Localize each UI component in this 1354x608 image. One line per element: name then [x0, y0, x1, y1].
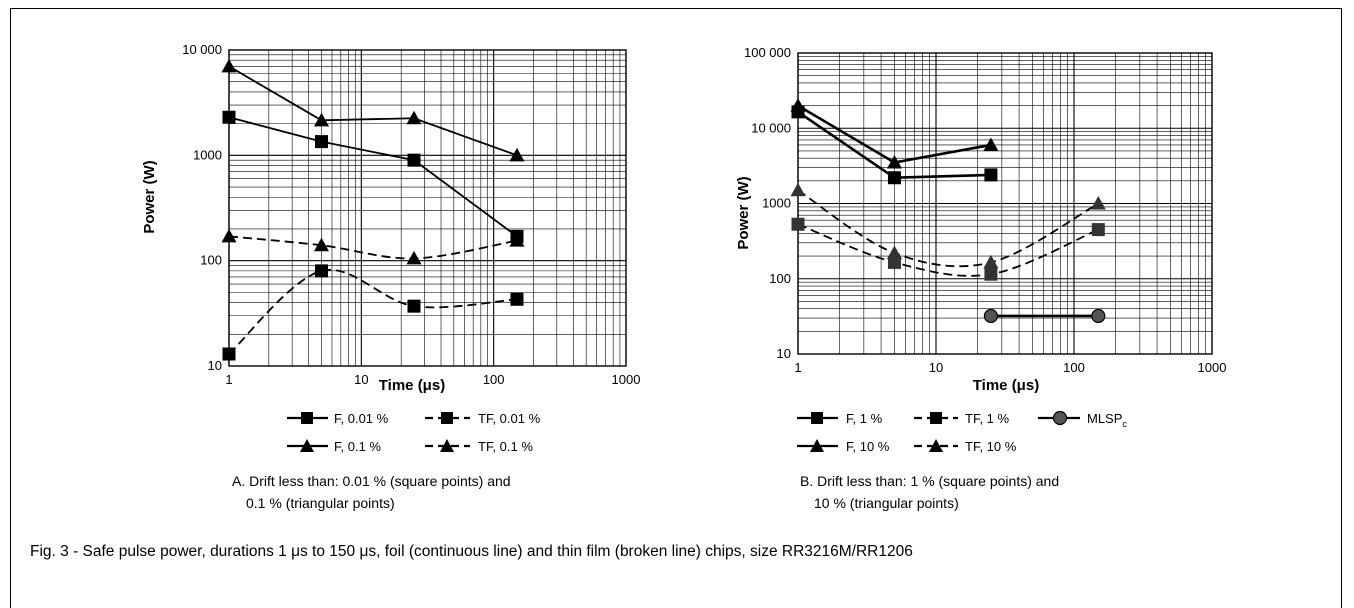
chart-b-legend: F, 1 % TF, 1 % MLSPc F, 10 % TF, 10 % — [797, 410, 1127, 454]
legend-label-tf-0-1: TF, 0.1 % — [478, 439, 533, 454]
point-tf-1 — [887, 255, 901, 269]
point-tf-1 — [791, 217, 805, 231]
point-f-0-1 — [221, 58, 237, 73]
point-tf-0-1 — [313, 237, 329, 252]
x-tick-label: 1000 — [612, 372, 641, 387]
legend-item-tf-0-01: TF, 0.01 % — [425, 411, 541, 426]
point-f-10 — [886, 155, 902, 169]
point-f-10 — [983, 137, 999, 151]
chart-a-lines — [228, 65, 518, 355]
y-tick-label: 100 — [769, 271, 791, 286]
chart-a-caption-line1: A. Drift less than: 0.01 % (square point… — [232, 473, 511, 489]
x-tick-label: 1000 — [1198, 360, 1227, 375]
point-mlsp — [983, 308, 999, 324]
x-tick-label: 1 — [225, 372, 232, 387]
point-tf-0-1 — [509, 233, 525, 247]
chart-b-grid — [797, 52, 1213, 355]
point-f-0-1 — [406, 110, 422, 125]
legend-item-tf-1: TF, 1 % — [914, 411, 1010, 426]
y-tick-label: 10 — [777, 346, 791, 361]
point-f-0-01 — [222, 110, 236, 124]
plot-border — [228, 49, 627, 367]
point-mlsp — [1091, 308, 1106, 324]
point-tf-10 — [1090, 196, 1106, 210]
figure-frame — [10, 8, 1342, 608]
point-tf-0-1 — [406, 250, 422, 265]
x-tick-label: 10 — [929, 360, 943, 375]
point-tf-0-01 — [314, 264, 328, 278]
x-tick-label: 100 — [483, 372, 505, 387]
series-line-tf-0-01 — [228, 268, 518, 355]
point-tf-0-01 — [510, 292, 524, 306]
point-tf-1 — [1091, 223, 1105, 237]
legend-item-f-0-01: F, 0.01 % — [287, 411, 389, 426]
y-tick-label: 100 000 — [744, 45, 791, 60]
legend-label-mlsp-sub: c — [1122, 419, 1127, 429]
figure-caption: Fig. 3 - Safe pulse power, durations 1 μ… — [30, 543, 913, 560]
y-tick-label: 1000 — [193, 147, 222, 162]
chart-a-ylabel: Power (W) — [141, 160, 158, 233]
legend-label-f-10: F, 10 % — [846, 439, 890, 454]
point-tf-0-01 — [222, 347, 236, 361]
point-tf-0-01 — [407, 299, 421, 313]
point-f-1 — [984, 168, 998, 182]
series-line-tf-10 — [797, 189, 1099, 268]
legend-label-tf-1: TF, 1 % — [965, 411, 1010, 426]
series-line-f-0-01 — [228, 116, 518, 238]
x-tick-label: 10 — [354, 372, 368, 387]
chart-a-caption-line2: 0.1 % (triangular points) — [246, 495, 395, 511]
y-tick-label: 10 — [208, 358, 222, 373]
legend-item-tf-10: TF, 10 % — [914, 439, 1017, 454]
chart-a-marks — [221, 58, 525, 361]
legend-item-f-10: F, 10 % — [797, 439, 890, 454]
legend-label-f-1: F, 1 % — [846, 411, 883, 426]
series-line-f-0-1 — [228, 65, 518, 157]
legend-item-f-1: F, 1 % — [797, 411, 883, 426]
chart-a-legend: F, 0.01 % TF, 0.01 % F, 0.1 % TF, 0.1 % — [287, 411, 541, 454]
x-tick-label: 100 — [1063, 360, 1085, 375]
chart-b-marks — [790, 98, 1106, 324]
point-f-1 — [887, 171, 901, 185]
point-tf-10 — [790, 182, 806, 197]
point-tf-0-1 — [221, 228, 237, 243]
point-f-0-1 — [313, 112, 329, 127]
chart-a-grid — [228, 49, 627, 367]
chart-a-xlabel: Time (μs) — [379, 377, 445, 394]
chart-b-caption-line2: 10 % (triangular points) — [814, 495, 959, 511]
series-line-tf-0-1 — [228, 235, 518, 260]
y-tick-label: 100 — [200, 253, 222, 268]
series-line-tf-1 — [797, 223, 1099, 277]
chart-b-caption-line1: B. Drift less than: 1 % (square points) … — [800, 473, 1059, 489]
point-f-0-01 — [314, 135, 328, 149]
point-f-10 — [790, 98, 806, 112]
legend-label-mlsp: MLSPc — [1087, 411, 1127, 429]
point-tf-1 — [984, 267, 998, 281]
chart-b-xlabel: Time (μs) — [973, 377, 1039, 394]
plot-border — [797, 52, 1213, 355]
point-tf-10 — [886, 245, 902, 259]
point-f-0-1 — [509, 147, 525, 162]
y-tick-label: 10 000 — [751, 120, 791, 135]
legend-item-mlsp: MLSPc — [1038, 410, 1127, 429]
y-tick-label: 1000 — [762, 196, 791, 211]
x-tick-label: 1 — [794, 360, 801, 375]
legend-label-tf-0-01: TF, 0.01 % — [478, 411, 541, 426]
chart-b-ylabel: Power (W) — [735, 176, 752, 249]
point-f-0-01 — [407, 153, 421, 167]
y-tick-label: 10 000 — [182, 42, 222, 57]
point-tf-10 — [983, 254, 999, 269]
legend-label-tf-10: TF, 10 % — [965, 439, 1017, 454]
legend-item-tf-0-1: TF, 0.1 % — [425, 439, 533, 454]
legend-label-f-0-1: F, 0.1 % — [334, 439, 381, 454]
legend-label-f-0-01: F, 0.01 % — [334, 411, 389, 426]
legend-item-f-0-1: F, 0.1 % — [287, 439, 381, 454]
